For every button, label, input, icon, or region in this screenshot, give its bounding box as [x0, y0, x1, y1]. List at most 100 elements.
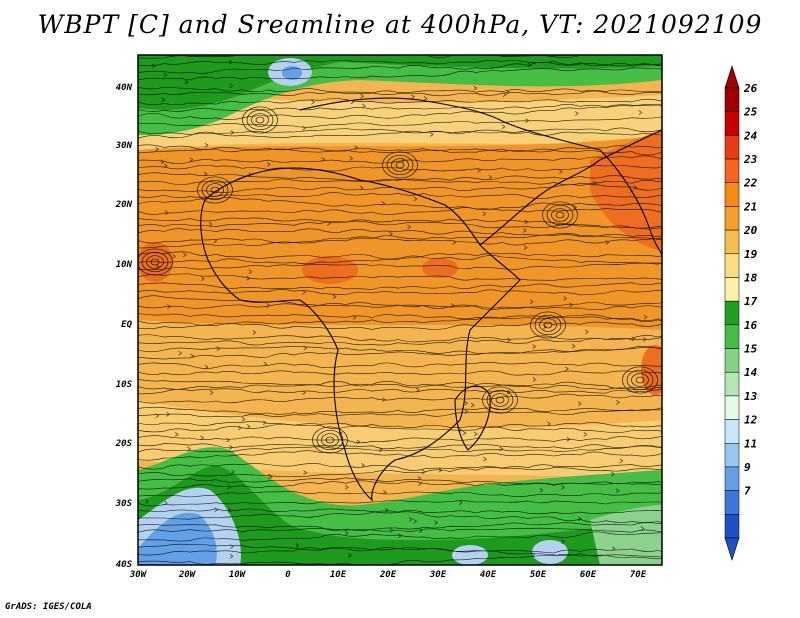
lat-label: 10S — [116, 380, 133, 390]
streamline-arrow — [473, 85, 478, 91]
vortex-ring — [631, 373, 649, 387]
streamline-arrow — [458, 500, 463, 505]
colorbar-label: 14 — [744, 366, 758, 379]
streamline-arrow — [450, 303, 455, 308]
vortex-ring — [555, 211, 565, 219]
streamline-arrow — [155, 413, 160, 419]
colorbar-label: 13 — [744, 390, 758, 403]
streamline-arrow — [569, 302, 573, 307]
streamline-arrow — [155, 264, 160, 269]
streamline-arrow — [507, 337, 511, 343]
streamline-arrow — [200, 276, 205, 282]
streamline-arrow — [229, 445, 234, 450]
vortex-ring — [312, 426, 348, 454]
streamline-arrow — [200, 435, 204, 440]
streamline-arrow — [418, 481, 422, 486]
streamline-arrow — [302, 125, 307, 131]
streamline-arrow — [204, 364, 209, 370]
streamline — [138, 508, 662, 523]
band-green-dark-south — [138, 465, 662, 565]
streamline — [138, 531, 662, 542]
streamline-arrow — [227, 484, 232, 490]
colorbar-swatch — [724, 300, 740, 326]
streamline — [138, 313, 662, 321]
latitude-axis: 40N 30N 20N 10N EQ 10S 20S 30S 40S — [115, 83, 133, 570]
streamline — [138, 273, 662, 281]
vortex-ring — [316, 429, 344, 451]
streamline-arrow — [389, 231, 393, 237]
streamline — [138, 262, 662, 270]
streamline — [138, 345, 662, 354]
vortex-ring — [242, 106, 278, 134]
streamline-arrow — [413, 196, 418, 202]
streamline-arrow — [464, 409, 469, 414]
streamline-arrow — [575, 111, 579, 116]
streamline-arrow — [184, 79, 189, 85]
colorbar-swatch — [724, 87, 740, 112]
streamline — [138, 435, 662, 444]
streamline-arrow — [246, 276, 251, 281]
colorbar-swatch — [724, 466, 740, 491]
streamline-arrow — [163, 72, 168, 78]
streamline — [138, 255, 662, 265]
streamline-arrow — [407, 224, 412, 230]
streamline-arrow — [559, 169, 563, 174]
vortex-ring — [551, 208, 569, 222]
streamline — [138, 346, 662, 360]
streamline-arrow — [356, 439, 361, 445]
streamline-arrow — [160, 159, 165, 164]
streamline-arrow — [145, 499, 149, 504]
colorbar-label: 25 — [743, 106, 758, 119]
streamline — [138, 450, 662, 461]
map-frame — [137, 54, 663, 566]
streamline-arrow — [421, 469, 426, 475]
streamline-arrow — [499, 446, 504, 452]
streamline-arrow — [611, 471, 615, 477]
hotspot-atlantic — [138, 242, 173, 282]
colorbar-swatch — [724, 135, 740, 160]
streamline — [138, 147, 662, 156]
streamline — [138, 289, 662, 296]
streamline-arrow — [321, 157, 326, 162]
streamline-arrow — [547, 421, 551, 427]
streamline — [138, 422, 662, 433]
streamline-arrow — [524, 219, 529, 225]
streamline — [138, 55, 653, 59]
colorbar-swatch — [724, 348, 740, 373]
streamline — [138, 388, 662, 395]
colorbar-swatch — [724, 419, 740, 444]
streamline-arrow — [302, 290, 306, 295]
streamline-arrow — [488, 175, 493, 180]
streamline-arrow — [230, 130, 235, 135]
colorbar-label: 21 — [743, 200, 757, 213]
streamline-arrow — [178, 350, 183, 356]
lat-label: EQ — [121, 320, 132, 330]
streamline-arrow — [216, 346, 221, 351]
lon-label: 40E — [480, 570, 497, 580]
vortex-ring — [251, 113, 269, 127]
streamline-arrow — [438, 467, 443, 473]
vortex-ring — [391, 158, 409, 172]
streamline-arrow — [415, 387, 420, 393]
streamline-arrow — [226, 437, 230, 443]
streamline — [138, 282, 662, 290]
vortex-ring — [386, 154, 414, 176]
streamline — [138, 334, 662, 343]
mediterranean-coast — [299, 97, 601, 151]
wbpt-field — [138, 55, 662, 565]
lon-label: 70E — [630, 570, 647, 580]
streamline — [138, 527, 662, 533]
chart-title: WBPT [C] and Sreamline at 400hPa, VT: 20… — [37, 10, 763, 39]
streamline-arrow — [638, 110, 643, 115]
colorbar-label: 9 — [744, 461, 751, 474]
streamline — [138, 406, 662, 415]
streamline-arrow — [502, 92, 507, 97]
colorbar-label: 22 — [743, 177, 758, 190]
streamline — [138, 480, 662, 490]
streamline — [138, 88, 662, 96]
streamline-arrow — [241, 417, 246, 422]
lat-label: 10N — [116, 260, 133, 270]
streamline-arrow — [172, 254, 176, 259]
streamline-arrow — [419, 528, 423, 533]
streamline-arrow — [248, 269, 253, 275]
